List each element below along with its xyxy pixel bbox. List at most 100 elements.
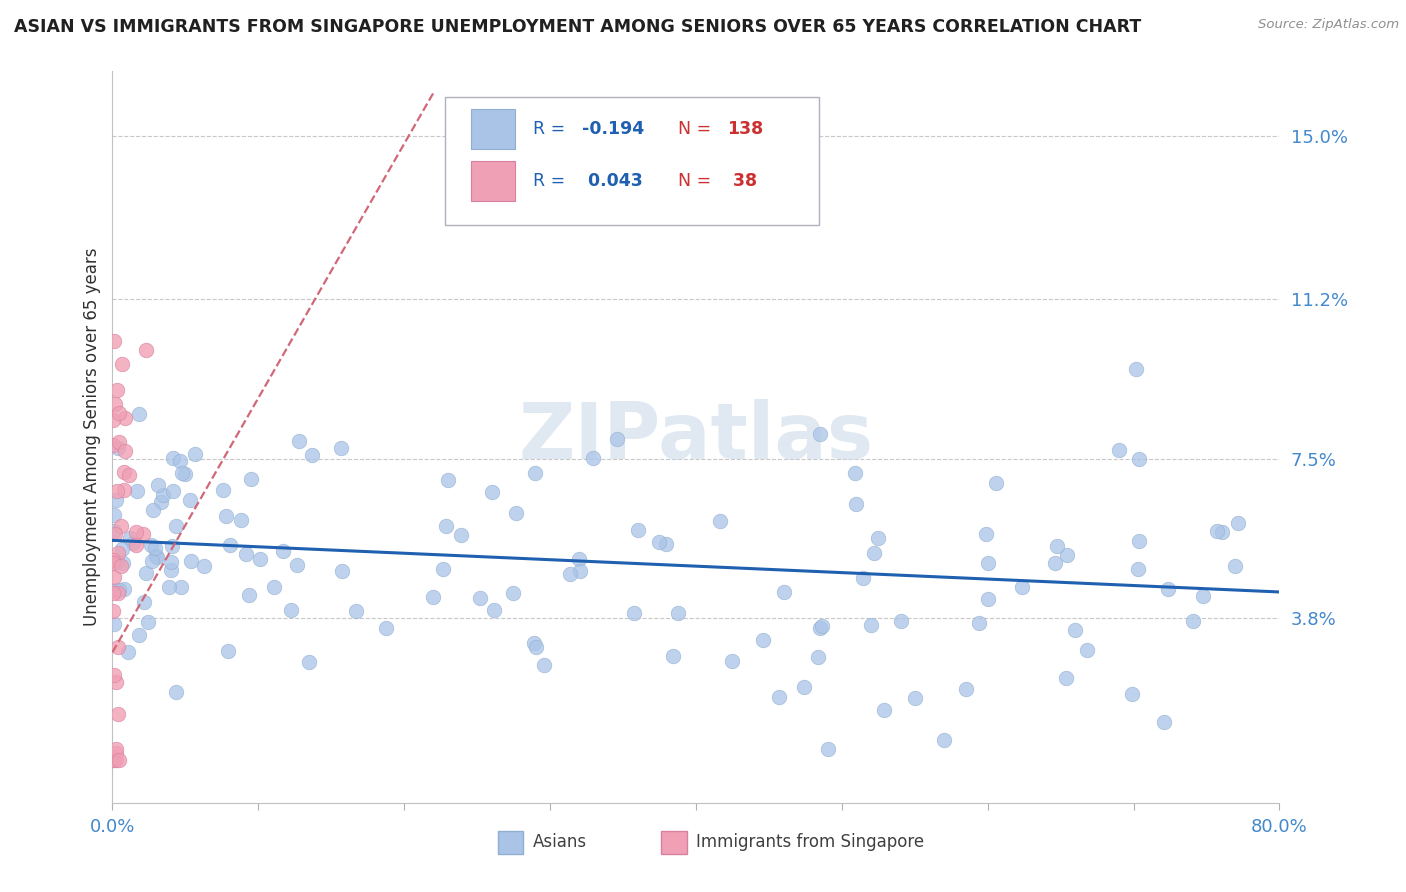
- Text: Asians: Asians: [533, 833, 586, 851]
- Point: [103, 413, 125, 427]
- Text: 38: 38: [727, 172, 758, 190]
- Point: [523, 466, 546, 480]
- Bar: [471, 109, 515, 149]
- Point: [103, 557, 125, 571]
- Point: [344, 604, 367, 618]
- Point: [806, 650, 828, 665]
- Point: [104, 742, 127, 756]
- Point: [117, 645, 139, 659]
- Point: [125, 538, 148, 552]
- Text: R =: R =: [533, 172, 571, 190]
- Point: [1054, 672, 1077, 686]
- Point: [1056, 548, 1078, 562]
- Point: [240, 472, 263, 486]
- Point: [793, 680, 815, 694]
- Point: [162, 484, 184, 499]
- Point: [1046, 539, 1069, 553]
- Point: [977, 557, 1000, 571]
- Point: [103, 753, 125, 767]
- Point: [105, 383, 128, 397]
- Point: [505, 506, 527, 520]
- Point: [103, 438, 125, 452]
- Point: [524, 640, 547, 655]
- Point: [103, 586, 125, 600]
- Text: ZIPatlas: ZIPatlas: [519, 399, 873, 475]
- Point: [105, 484, 128, 499]
- Point: [977, 591, 1000, 606]
- Point: [107, 434, 129, 449]
- Point: [845, 497, 868, 511]
- Point: [523, 636, 546, 650]
- Point: [215, 509, 238, 524]
- Point: [904, 691, 927, 706]
- Point: [112, 483, 135, 498]
- Point: [157, 580, 180, 594]
- Point: [329, 442, 352, 456]
- Point: [1128, 534, 1150, 549]
- Point: [301, 448, 323, 462]
- Text: -0.194: -0.194: [582, 120, 644, 138]
- Point: [218, 538, 240, 552]
- Point: [533, 657, 555, 672]
- Point: [128, 407, 150, 421]
- Text: ASIAN VS IMMIGRANTS FROM SINGAPORE UNEMPLOYMENT AMONG SENIORS OVER 65 YEARS CORR: ASIAN VS IMMIGRANTS FROM SINGAPORE UNEMP…: [14, 18, 1142, 36]
- Point: [125, 484, 148, 499]
- Text: N =: N =: [679, 120, 717, 138]
- Point: [436, 474, 458, 488]
- Point: [1126, 562, 1149, 576]
- Point: [135, 566, 157, 580]
- Point: [1191, 589, 1213, 603]
- Text: Source: ZipAtlas.com: Source: ZipAtlas.com: [1258, 18, 1399, 31]
- Text: 0.043: 0.043: [582, 172, 643, 190]
- Point: [263, 580, 285, 594]
- Point: [772, 584, 794, 599]
- Point: [141, 553, 163, 567]
- Point: [568, 552, 591, 566]
- Point: [844, 466, 866, 480]
- Point: [984, 476, 1007, 491]
- Point: [152, 488, 174, 502]
- Point: [866, 531, 889, 545]
- Point: [112, 465, 135, 479]
- Point: [626, 523, 648, 537]
- Point: [104, 397, 127, 411]
- Point: [1157, 582, 1180, 596]
- Point: [120, 531, 142, 545]
- Point: [298, 655, 321, 669]
- Point: [104, 526, 127, 541]
- Point: [110, 519, 132, 533]
- Point: [249, 552, 271, 566]
- Point: [103, 604, 125, 618]
- Point: [107, 706, 129, 721]
- Point: [482, 603, 505, 617]
- Point: [852, 570, 875, 584]
- Point: [104, 582, 127, 597]
- Point: [108, 582, 131, 597]
- Point: [1121, 687, 1143, 701]
- Point: [111, 541, 134, 556]
- Point: [974, 527, 997, 541]
- Point: [103, 553, 125, 567]
- Point: [122, 535, 145, 549]
- Point: [108, 753, 131, 767]
- Point: [231, 513, 253, 527]
- Point: [582, 451, 605, 466]
- Text: 138: 138: [727, 120, 763, 138]
- Point: [1011, 580, 1033, 594]
- Point: [143, 541, 166, 555]
- Point: [110, 558, 132, 573]
- Point: [105, 555, 128, 569]
- Point: [811, 619, 834, 633]
- Point: [193, 559, 215, 574]
- Point: [104, 675, 127, 690]
- Point: [146, 478, 169, 492]
- Point: [436, 519, 458, 533]
- Point: [103, 524, 125, 539]
- Point: [103, 753, 125, 767]
- Point: [432, 562, 454, 576]
- Point: [103, 668, 125, 682]
- Point: [967, 616, 990, 631]
- Point: [125, 524, 148, 539]
- Point: [118, 468, 141, 483]
- Point: [104, 492, 127, 507]
